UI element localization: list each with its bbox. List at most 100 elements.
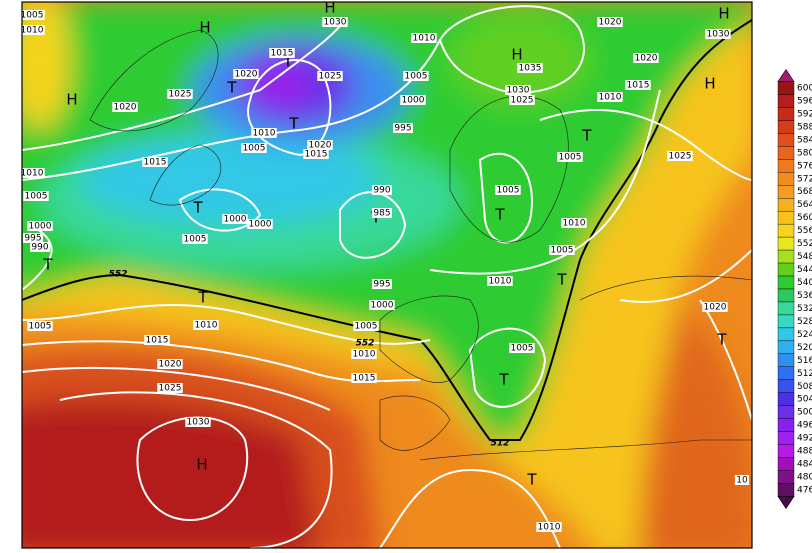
isobar-label-box [157,383,183,393]
isobar-label: 1000 [29,222,52,232]
coastlines [89,29,752,461]
colorbar-tick-label: 512 [797,369,812,379]
isobar-label-box [144,335,170,345]
isobar-label: 1030 [324,18,347,28]
colorbar-tick-label: 504 [797,395,812,405]
isobar-label-box [233,69,259,79]
isobar-label: 1030 [507,86,530,96]
pressure-center: H [199,19,210,37]
isobar-label-box [509,95,535,105]
isobar-label: 995 [394,124,411,134]
isobar-label-box [734,475,750,485]
isobar-label-box [393,123,413,133]
isobar-label-box [487,276,513,286]
colorbar-swatch [777,340,795,355]
isobar-label: 1005 [511,344,534,354]
colorbar-swatch [777,353,795,368]
colorbar-tick-label: 536 [797,291,812,301]
colorbar-swatch [777,301,795,316]
contour-552 [22,19,752,441]
isobar-label-box [167,89,193,99]
isobar-label: 1025 [511,96,534,106]
isobar-label: 1020 [114,103,137,113]
isobar-label: 1010 [353,350,376,360]
colorbar-swatch [777,392,795,406]
colorbar-tick-label: 584 [797,135,812,145]
isobar-label: 1010 [413,34,436,44]
pressure-center: H [66,91,77,109]
isobar-label-box [269,48,295,58]
isobar-label-box [22,168,45,178]
isobar-label-box [23,191,49,201]
isobar-label: 1025 [319,72,342,82]
colorbar-tick-label: 492 [797,434,812,444]
colorbar-tick-label: 480 [797,473,812,483]
isobar-label-box [112,102,138,112]
isobar-label: 1020 [704,303,727,313]
isobar-label: 1030 [187,418,210,428]
colorbar-swatch [777,418,795,432]
isobar-label: 1015 [144,158,167,168]
isobar-label: 1010 [538,523,561,533]
isobar-label: 1005 [21,11,44,21]
pressure-center: H [511,46,522,64]
isobar-label: 1000 [402,96,425,106]
contour-label: 512 [491,439,510,449]
colorbar-tick-label: 516 [797,356,812,366]
isobar-label: 990 [373,186,390,196]
colorbar-swatch [777,185,795,199]
colorbar-swatch [777,81,795,95]
isobar-label: 1000 [371,301,394,311]
colorbar-swatch [777,223,795,238]
colorbar-swatch [777,236,795,251]
isobar-label: 995 [24,234,41,244]
isobar-label: 990 [31,243,48,253]
isobar-label: 1020 [235,70,258,80]
isobar-label-box [30,242,50,252]
isobar-label-box [625,80,651,90]
colorbar: 600 596 592 588 584 580 576 572 568 564 560 556 552 5… [777,68,812,510]
isobar-label: 1010 [599,93,622,103]
colorbar-swatch [777,457,795,471]
colorbar-swatch [777,210,795,225]
isobar-label-box [22,10,45,20]
isobar-label-box [597,17,623,27]
isobar-label: 1020 [635,54,658,64]
isobar-label-box [509,343,535,353]
colorbar-swatch [777,198,795,212]
isobar-label: 1015 [627,81,650,91]
isobar-label-box [353,321,379,331]
isobar-label: 1000 [224,215,247,225]
colorbar-swatch [777,249,795,264]
pressure-center: T [498,371,509,389]
isobar-label: 1005 [405,72,428,82]
isobar-label-box [307,140,333,150]
colorbar-tick-label: 592 [797,109,812,119]
isobar-label: 1025 [169,90,192,100]
colorbar-tick-label: 548 [797,252,812,262]
isobar-label-box [222,214,248,224]
isobar-label: 1035 [519,64,542,74]
isobar-label-box [505,85,531,95]
isobar-label-box [549,245,575,255]
isobar-label-box [561,218,587,228]
isobar-label: 1015 [305,150,328,160]
colorbar-swatch [777,431,795,445]
isobar-label: 1010 [195,321,218,331]
colorbar-tick-label: 524 [797,330,812,340]
pressure-center: H [196,456,207,474]
pressure-center: T [42,256,53,274]
isobar-label: 1030 [707,30,730,40]
colorbar-tick-label: 540 [797,278,812,288]
isobar-label-box [400,95,426,105]
colorbar-tick-label: 520 [797,343,812,353]
colorbar-swatch [777,120,795,134]
isobar-label: 1005 [559,153,582,163]
colorbar-swatch [777,94,795,108]
isobar-label: 985 [373,209,390,219]
colorbar-tick-label: 544 [797,265,812,275]
colorbar-swatch [777,327,795,342]
isobar-label-box [317,71,343,81]
isobar-label: 10 [736,476,748,486]
